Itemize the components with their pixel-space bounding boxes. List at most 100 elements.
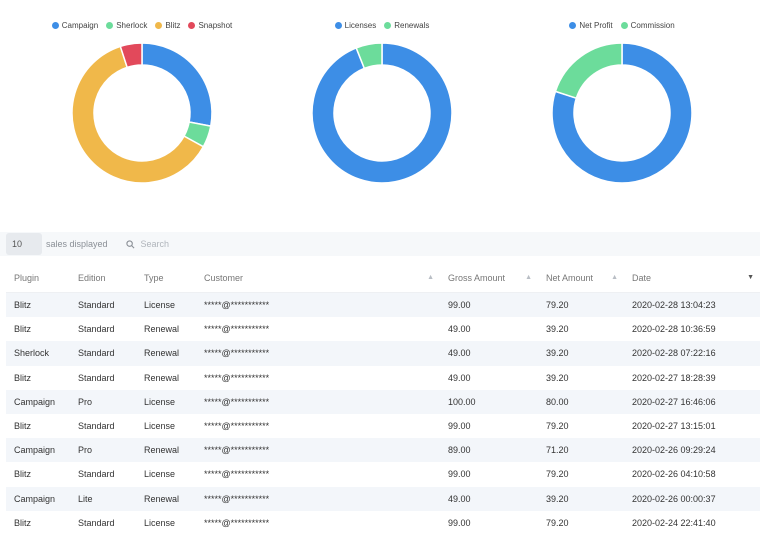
column-header-date[interactable]: Date ▼	[624, 264, 760, 293]
legend-swatch	[106, 21, 114, 29]
table-row[interactable]: Campaign Pro Renewal *****@*********** 89.00…	[6, 438, 760, 463]
table-cell: 2020-02-26 00:00:37	[632, 493, 716, 504]
legend-label: Licenses	[344, 20, 377, 30]
table-row[interactable]: Blitz Standard License *****@*********** 99.…	[6, 414, 760, 438]
table-cell: 71.20	[546, 445, 569, 456]
search-box	[125, 238, 343, 250]
table-cell: Standard	[78, 517, 115, 528]
donut-slice[interactable]	[119, 42, 143, 69]
table-cell: Standard	[78, 421, 115, 432]
table-cell: *****@***********	[204, 469, 270, 480]
legend-item[interactable]: Net Profit	[569, 20, 613, 30]
legend-label: Snapshot	[198, 20, 233, 30]
legend-item[interactable]: Commission	[620, 21, 675, 30]
column-header-customer[interactable]: Customer ▲	[196, 264, 440, 293]
table-cell: Renewal	[144, 493, 180, 504]
table-cell: 2020-02-24 22:41:40	[632, 517, 716, 528]
table-cell: *****@***********	[204, 348, 270, 359]
donut-slice[interactable]	[141, 42, 213, 127]
table-cell: *****@***********	[204, 372, 270, 383]
table-row[interactable]: Blitz Standard License *****@*********** 99.…	[6, 511, 760, 535]
table-cell: License	[144, 300, 176, 311]
legend-item[interactable]: Sherlock	[106, 21, 147, 30]
table-cell: 49.00	[448, 348, 471, 359]
table-cell: Lite	[78, 493, 93, 504]
table-cell: *****@***********	[204, 324, 270, 335]
search-input[interactable]	[138, 238, 343, 250]
table-cell: 2020-02-28 10:36:59	[632, 324, 716, 335]
legend-label: Campaign	[61, 20, 99, 30]
legend-label: Net Profit	[579, 20, 613, 30]
column-header-gross-amount[interactable]: Gross Amount ▲	[440, 264, 538, 293]
column-header-edition[interactable]: Edition	[70, 264, 136, 293]
table-cell: Renewal	[144, 372, 180, 383]
table-cell: *****@***********	[204, 421, 270, 432]
donut-slice[interactable]	[551, 42, 693, 184]
profit-donut-chart: Net Profit Commission	[502, 18, 742, 218]
table-row[interactable]: Sherlock Standard Renewal *****@***********…	[6, 341, 760, 366]
table-cell: *****@***********	[204, 396, 270, 407]
table-cell: *****@***********	[204, 445, 270, 456]
table-row[interactable]: Blitz Standard Renewal *****@*********** 49.…	[6, 366, 760, 390]
legend-item[interactable]: Snapshot	[188, 21, 232, 30]
table-cell: 2020-02-27 16:46:06	[632, 396, 716, 407]
table-row[interactable]: Campaign Lite Renewal *****@*********** 49.0…	[6, 486, 760, 511]
donut-slice[interactable]	[71, 45, 205, 184]
column-header-customer-label: Customer	[204, 273, 244, 283]
type-donut-chart: Licenses Renewals	[262, 18, 502, 218]
table-cell: 39.20	[546, 324, 569, 335]
donut-svg	[551, 42, 693, 184]
table-row[interactable]: Blitz Standard License *****@*********** 99.…	[6, 462, 760, 486]
donut-slice[interactable]	[355, 42, 383, 70]
table-cell: Blitz	[14, 300, 32, 311]
plugin-donut-chart: Campaign Sherlock Blitz Snapshot	[22, 18, 262, 218]
column-header-net-label: Net Amount	[546, 273, 594, 283]
table-cell: Blitz	[14, 324, 32, 335]
table-cell: License	[144, 396, 176, 407]
donut-svg	[71, 42, 213, 184]
legend-item[interactable]: Campaign	[51, 20, 99, 30]
column-header-type[interactable]: Type	[136, 264, 196, 293]
table-cell: 49.00	[448, 324, 471, 335]
table-cell: Blitz	[14, 421, 32, 432]
per-page-label: sales displayed	[46, 239, 108, 249]
legend-label: Sherlock	[116, 20, 148, 30]
table-cell: 2020-02-28 13:04:23	[632, 300, 716, 311]
per-page-select[interactable]: 10	[6, 233, 42, 255]
table-cell: Campaign	[14, 493, 56, 504]
table-cell: 39.20	[546, 372, 569, 383]
legend-label: Blitz	[165, 20, 181, 30]
table-body: Blitz Standard License *****@*********** 99.…	[6, 292, 760, 535]
legend-item[interactable]: Renewals	[384, 21, 429, 30]
table-cell: Standard	[78, 300, 115, 311]
legend-item[interactable]: Licenses	[334, 20, 377, 30]
donut-slice[interactable]	[554, 42, 623, 100]
table-cell: Pro	[78, 445, 93, 456]
table-cell: Renewal	[144, 324, 180, 335]
donut-slice[interactable]	[311, 42, 453, 184]
column-header-net-amount[interactable]: Net Amount ▲	[538, 264, 624, 293]
table-row[interactable]: Blitz Standard Renewal *****@*********** 49.…	[6, 317, 760, 341]
table-row[interactable]: Blitz Standard License *****@*********** 99.…	[6, 292, 760, 318]
table-cell: 49.00	[448, 493, 471, 504]
table-cell: Blitz	[14, 372, 32, 383]
donut-svg	[311, 42, 453, 184]
table-cell: 99.00	[448, 300, 471, 311]
sort-icon: ▲	[525, 274, 532, 281]
chart-legend: Campaign Sherlock Blitz Snapshot	[22, 18, 262, 32]
table-cell: Standard	[78, 372, 115, 383]
sales-table: Plugin Edition Type Customer ▲ Gross Amou…	[6, 264, 760, 535]
table-cell: *****@***********	[204, 493, 270, 504]
table-cell: 39.20	[546, 493, 569, 504]
search-icon	[125, 239, 135, 248]
table-row[interactable]: Campaign Pro License *****@*********** 100.0…	[6, 389, 760, 414]
legend-swatch	[620, 21, 628, 29]
column-header-plugin[interactable]: Plugin	[6, 264, 70, 293]
table-header-row: Plugin Edition Type Customer ▲ Gross Amou…	[6, 264, 760, 293]
table-cell: Renewal	[144, 445, 180, 456]
sort-icon: ▲	[611, 274, 618, 281]
table-cell: License	[144, 517, 176, 528]
legend-swatch	[569, 21, 577, 29]
legend-item[interactable]: Blitz	[155, 21, 180, 30]
table-toolbar: 10 sales displayed	[0, 232, 760, 256]
